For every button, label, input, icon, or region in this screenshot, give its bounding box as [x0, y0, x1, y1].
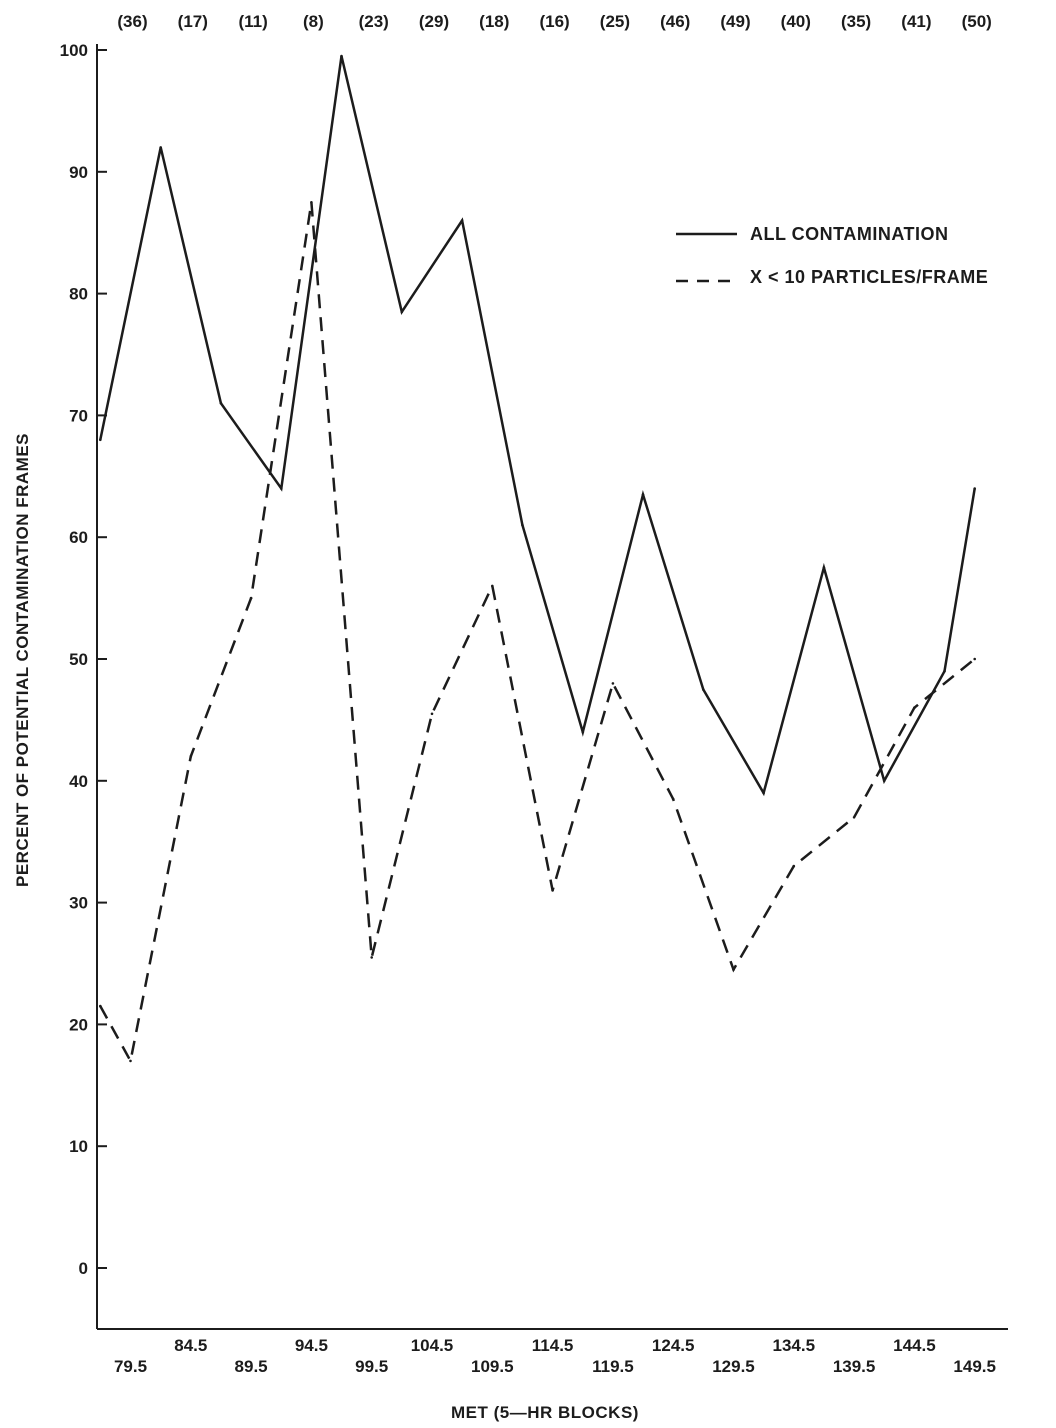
series-point [792, 864, 796, 868]
x-tick-label: 79.5 [114, 1357, 147, 1376]
series-point [159, 146, 162, 149]
series-point [822, 566, 826, 569]
series-point [280, 487, 283, 490]
top-count-label: (49) [720, 12, 750, 31]
series-point [400, 310, 404, 314]
y-tick-labels: 0 10 20 30 40 50 60 70 80 90 100 [60, 41, 88, 1278]
x-tick-label: 119.5 [592, 1357, 634, 1376]
series-point [189, 755, 193, 758]
series-point [310, 201, 313, 204]
top-count-label: (25) [600, 12, 630, 31]
series-point [581, 730, 585, 734]
top-count-label: (40) [781, 12, 811, 31]
series-point [430, 712, 434, 716]
top-count-label: (23) [359, 12, 389, 31]
top-count-label: (35) [841, 12, 871, 31]
y-tick-label: 100 [60, 41, 88, 60]
y-tick-label: 50 [69, 650, 88, 669]
top-count-label: (11) [238, 12, 267, 31]
top-count-label: (29) [419, 12, 449, 31]
legend-label-particles-frame: X < 10 PARTICLES/FRAME [750, 267, 988, 287]
x-tick-label: 89.5 [235, 1357, 268, 1376]
series-line-particles-frame [99, 202, 976, 1065]
series-point [460, 219, 464, 222]
y-tick-label: 0 [79, 1259, 88, 1278]
series-point [702, 688, 705, 691]
series-point [491, 584, 494, 588]
series-point [249, 596, 253, 600]
series-lines [99, 54, 976, 1065]
series-point [943, 669, 946, 673]
top-count-label: (18) [479, 12, 509, 31]
top-count-label: (16) [539, 12, 569, 31]
x-tick-labels: 79.5 84.5 89.5 94.5 99.5 104.5 109.5 114.5 119.5… [114, 1336, 996, 1376]
y-tick-label: 70 [69, 406, 88, 425]
series-point [882, 779, 886, 783]
x-tick-label: 94.5 [295, 1336, 328, 1355]
series-point [99, 438, 102, 442]
top-count-labels: (36) (17) (11) (8) (23) (29) (18) (16) (25) (46) (… [117, 12, 991, 31]
series-point [973, 657, 976, 661]
x-tick-label: 139.5 [833, 1357, 876, 1376]
y-tick-label: 80 [69, 285, 88, 304]
x-tick-label: 129.5 [712, 1357, 755, 1376]
series-point [732, 968, 735, 971]
legend: ALL CONTAMINATION X < 10 PARTICLES/FRAME [676, 224, 988, 287]
x-tick-label: 124.5 [652, 1336, 695, 1355]
top-count-label: (46) [660, 12, 690, 31]
x-tick-label: 134.5 [773, 1336, 816, 1355]
series-point [551, 889, 554, 892]
series-point [219, 401, 223, 405]
series-point [521, 523, 524, 527]
top-count-label: (8) [303, 12, 324, 31]
series-line-all-contamination [99, 55, 976, 797]
x-tick-label: 149.5 [953, 1357, 996, 1376]
series-point [641, 493, 645, 496]
x-tick-label: 109.5 [471, 1357, 514, 1376]
axes [96, 44, 1008, 1330]
y-tick-label: 60 [69, 528, 88, 547]
top-count-label: (36) [117, 12, 147, 31]
x-tick-label: 84.5 [174, 1336, 207, 1355]
series-point [129, 1059, 132, 1063]
top-count-label: (41) [901, 12, 931, 31]
x-tick-label: 99.5 [355, 1357, 388, 1376]
y-tick-label: 30 [69, 894, 88, 913]
y-tick-label: 40 [69, 772, 88, 791]
series-point [671, 797, 675, 801]
legend-label-all-contamination: ALL CONTAMINATION [750, 224, 948, 244]
y-axis-title: PERCENT OF POTENTIAL CONTAMINATION FRAME… [13, 433, 32, 887]
top-count-label: (50) [962, 12, 992, 31]
tick-marks [97, 49, 107, 1269]
top-count-label: (17) [178, 12, 208, 31]
series-point [913, 706, 916, 709]
series-point [99, 1004, 102, 1008]
series-point [852, 816, 856, 819]
series-point [340, 54, 343, 58]
series-point [762, 791, 765, 795]
series-point [611, 682, 615, 685]
x-tick-label: 144.5 [893, 1336, 936, 1355]
x-tick-label: 104.5 [411, 1336, 454, 1355]
series-point [370, 956, 374, 959]
x-tick-label: 114.5 [532, 1336, 574, 1355]
y-tick-label: 90 [69, 163, 88, 182]
y-tick-label: 20 [69, 1015, 88, 1034]
x-axis-title: MET (5—HR BLOCKS) [451, 1403, 639, 1422]
y-tick-label: 10 [69, 1137, 88, 1156]
series-point [973, 487, 976, 490]
